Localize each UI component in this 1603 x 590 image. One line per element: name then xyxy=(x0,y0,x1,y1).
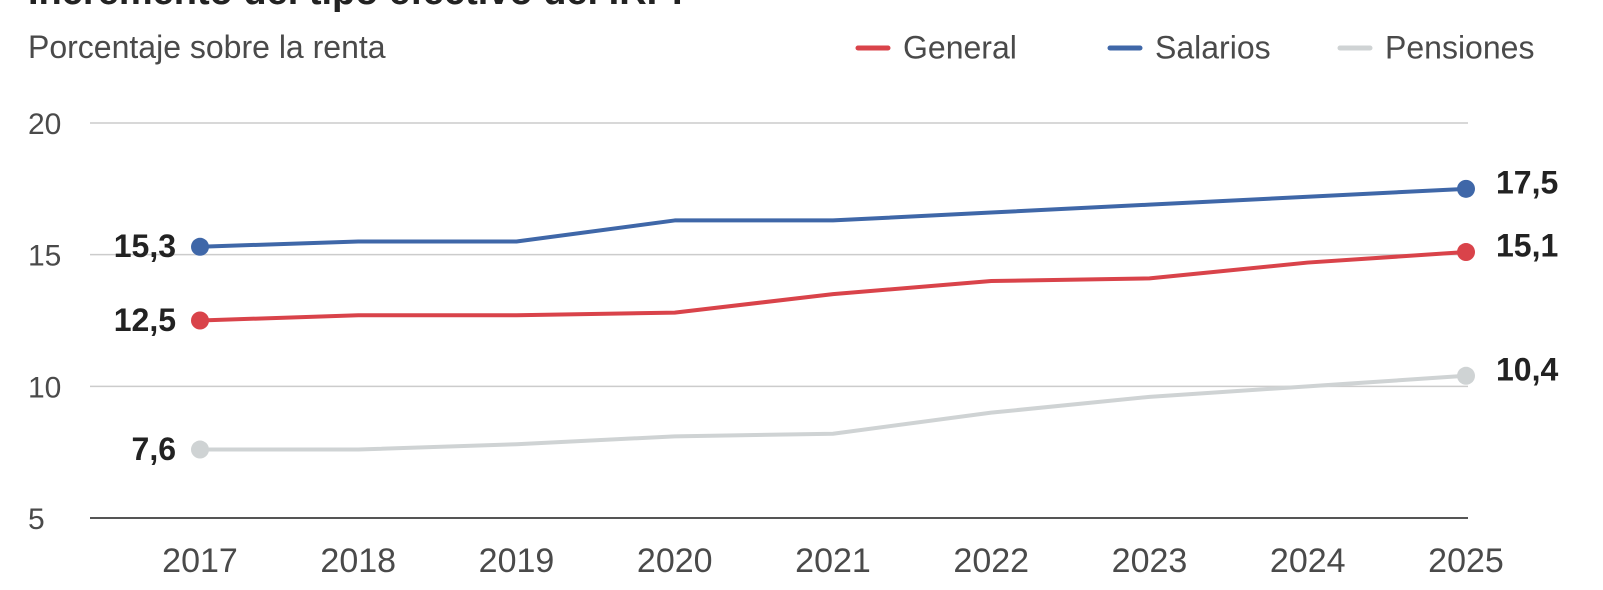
series-point-salarios xyxy=(1457,179,1475,198)
y-tick-label: 10 xyxy=(28,371,61,404)
series-line-salarios xyxy=(198,186,1468,249)
legend: General Salarios Pensiones xyxy=(855,29,1534,65)
series-point-general xyxy=(1457,243,1475,262)
y-tick-label: 5 xyxy=(28,503,45,536)
x-axis: 2017 2018 2019 2020 2021 2022 2023 2024 2025 xyxy=(162,542,1504,580)
series-layer xyxy=(191,179,1475,459)
series-line-general xyxy=(198,250,1468,323)
x-tick-label: 2020 xyxy=(637,542,713,580)
grid: 5 10 15 20 xyxy=(28,108,1468,536)
series-point-salarios xyxy=(191,237,209,256)
series-point-pensiones xyxy=(1457,366,1475,385)
data-label-general-first: 12,5 xyxy=(114,302,176,338)
x-tick-label: 2022 xyxy=(953,542,1029,580)
x-tick-label: 2021 xyxy=(795,542,871,580)
x-tick-label: 2024 xyxy=(1270,542,1346,580)
x-tick-label: 2017 xyxy=(162,542,238,580)
y-tick-label: 15 xyxy=(28,240,61,273)
legend-label-general: General xyxy=(903,29,1017,65)
y-tick-label: 20 xyxy=(28,108,61,141)
data-label-salarios-last: 17,5 xyxy=(1496,164,1558,200)
series-point-pensiones xyxy=(191,440,209,459)
x-tick-label: 2019 xyxy=(479,542,555,580)
chart-subtitle: Porcentaje sobre la renta xyxy=(28,29,386,65)
data-label-salarios-first: 15,3 xyxy=(114,228,176,264)
data-label-pensiones-last: 10,4 xyxy=(1496,351,1558,387)
x-tick-label: 2025 xyxy=(1428,542,1504,580)
legend-label-salarios: Salarios xyxy=(1155,29,1271,65)
data-labels: 12,5 15,1 15,3 17,5 7,6 10,4 xyxy=(114,164,1559,467)
x-tick-label: 2018 xyxy=(320,542,396,580)
data-label-pensiones-first: 7,6 xyxy=(132,431,176,467)
data-label-general-last: 15,1 xyxy=(1496,227,1558,263)
series-line-pensiones xyxy=(198,373,1468,452)
x-tick-label: 2023 xyxy=(1112,542,1188,580)
chart-title: Incremento del tipo efectivo del IRPF xyxy=(28,0,695,13)
legend-label-pensiones: Pensiones xyxy=(1385,29,1534,65)
series-point-general xyxy=(191,311,209,330)
